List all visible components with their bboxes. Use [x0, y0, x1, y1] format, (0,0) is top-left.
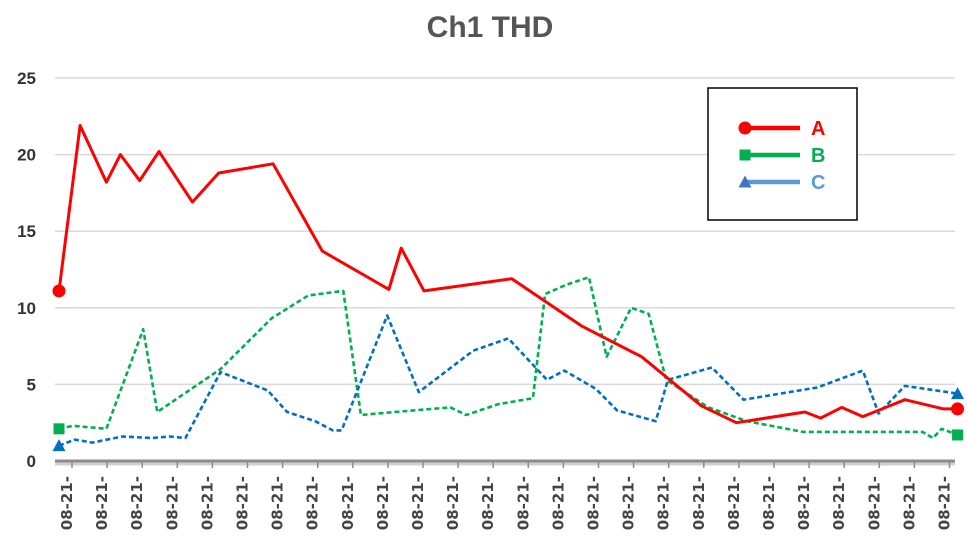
x-tick-label: 08-21- [725, 476, 743, 530]
legend-item-a: A [738, 118, 825, 140]
legend-item-c: C [738, 172, 825, 194]
y-tick-label: 5 [27, 375, 36, 394]
series-marker-a-start [52, 284, 66, 298]
series-c [52, 314, 965, 452]
x-tick-label: 08-21- [936, 476, 954, 530]
y-tick-label: 10 [17, 299, 36, 318]
legend-label: A [811, 118, 825, 140]
x-tick-label: 08-21- [549, 476, 567, 530]
series-marker-c-end [951, 387, 965, 400]
legend: ABC [707, 87, 858, 221]
x-tick-label: 08-21- [234, 476, 252, 530]
x-tick-label: 08-21- [374, 476, 392, 530]
x-tick-label: 08-21- [128, 476, 146, 530]
legend-items: ABC [738, 118, 825, 194]
y-tick-label: 20 [17, 146, 36, 165]
legend-label: C [811, 172, 825, 194]
x-tick-label: 08-21- [444, 476, 462, 530]
legend-label: B [811, 145, 825, 167]
legend-swatch-marker [738, 175, 752, 188]
series-line-c [58, 314, 958, 447]
x-tick-label: 08-21- [795, 476, 813, 530]
series-marker-a-end [951, 402, 965, 416]
x-axis [55, 459, 955, 466]
x-tick-label: 08-21- [830, 476, 848, 530]
series-b [53, 275, 964, 441]
x-axis-ticks: 08-21- 08-21- 08-21- 08-21- 08-21- 08-21- 08-2… [58, 461, 954, 530]
legend-item-b: B [739, 145, 825, 167]
series-layer [52, 124, 965, 452]
series-a [52, 124, 965, 425]
x-tick-label: 08-21- [409, 476, 427, 530]
x-tick-label: 08-21- [339, 476, 357, 530]
x-tick-label: 08-21- [585, 476, 603, 530]
x-tick-label: 08-21- [269, 476, 287, 530]
x-tick-label: 08-21- [620, 476, 638, 530]
x-tick-label: 08-21- [58, 476, 76, 530]
x-tick-label: 08-21- [900, 476, 918, 530]
y-tick-label: 15 [17, 222, 36, 241]
y-axis-ticks: 0 5 10 15 20 25 [17, 69, 36, 471]
series-line-a [57, 124, 958, 425]
x-tick-label: 08-21- [655, 476, 673, 530]
x-tick-label: 08-21- [198, 476, 216, 530]
x-tick-label: 08-21- [304, 476, 322, 530]
series-marker-b-end [952, 429, 964, 441]
y-tick-label: 0 [27, 452, 36, 471]
x-tick-label: 08-21- [514, 476, 532, 530]
y-tick-label: 25 [17, 69, 36, 88]
x-tick-label: 08-21- [93, 476, 111, 530]
x-tick-label: 08-21- [690, 476, 708, 530]
x-tick-label: 08-21- [865, 476, 883, 530]
series-line-b [58, 275, 959, 440]
x-tick-label: 08-21- [163, 476, 181, 530]
legend-swatch-marker [738, 121, 752, 135]
series-marker-b-start [53, 423, 65, 435]
x-tick-label: 08-21- [760, 476, 778, 530]
x-tick-label: 08-21- [479, 476, 497, 530]
chart-title: Ch1 THD [427, 11, 554, 44]
legend-swatch-marker [739, 149, 751, 161]
series-marker-c-start [52, 439, 66, 452]
